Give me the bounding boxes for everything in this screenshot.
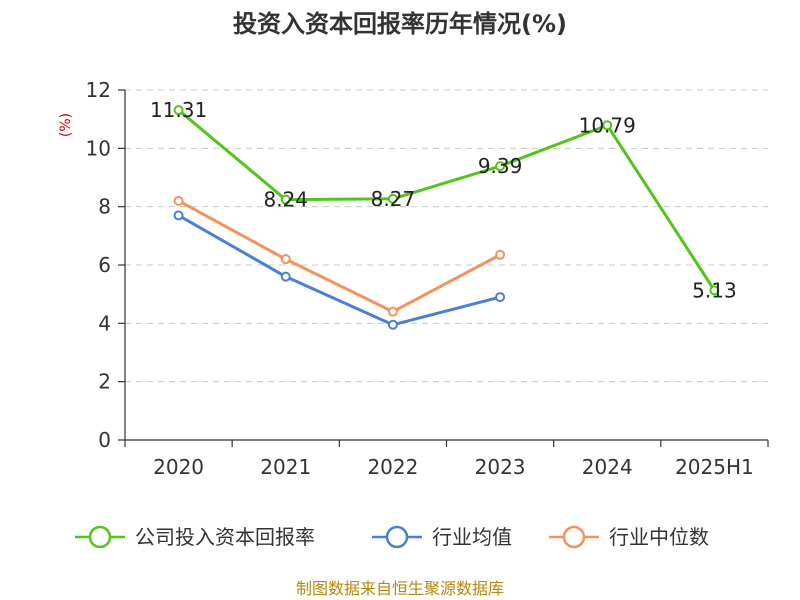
- x-tick-label: 2021: [260, 455, 311, 479]
- y-tick-label: 6: [98, 253, 111, 277]
- data-point: [280, 271, 291, 282]
- series-line: [177, 108, 716, 292]
- data-label: 9.39: [478, 154, 523, 178]
- grid: [125, 89, 768, 383]
- data-label: 10.79: [579, 113, 636, 137]
- y-tick-label: 10: [86, 136, 111, 160]
- data-label: 5.13: [692, 278, 737, 302]
- legend-label: 行业中位数: [609, 525, 709, 549]
- legend: 公司投入资本回报率 行业均值 行业中位数: [75, 525, 709, 549]
- x-tick-label: 2020: [153, 455, 204, 479]
- data-point: [173, 105, 184, 116]
- axes: 0 2 4 6 8 10 12 2020 2021 2022 2023 2024 2025H1: [86, 78, 769, 479]
- x-tick-label: 2022: [367, 455, 418, 479]
- legend-swatch-marker: [88, 525, 112, 549]
- y-tick-label: 8: [98, 195, 111, 219]
- data-point: [387, 319, 398, 330]
- data-label: 11.31: [150, 98, 207, 122]
- data-point: [495, 249, 506, 260]
- data-point: [280, 194, 291, 205]
- legend-label: 行业均值: [432, 525, 512, 549]
- x-tick-label: 2024: [582, 455, 633, 479]
- series-line: [177, 199, 501, 314]
- data-labels: 11.31 8.24 8.27 9.39 10.79 5.13: [150, 98, 737, 302]
- x-tick-label: 2023: [475, 455, 526, 479]
- data-point: [387, 193, 398, 204]
- data-point: [173, 210, 184, 221]
- data-point: [709, 285, 720, 296]
- chart-title: 投资入资本回报率历年情况(%): [233, 10, 567, 38]
- data-point: [602, 120, 613, 131]
- legend-swatch-marker: [385, 525, 409, 549]
- data-point: [387, 306, 398, 317]
- data-point: [173, 195, 184, 206]
- data-label: 8.24: [263, 188, 308, 212]
- legend-label: 公司投入资本回报率: [135, 525, 315, 549]
- data-point: [280, 254, 291, 265]
- data-point: [495, 161, 506, 172]
- x-tick-label: 2025H1: [675, 455, 754, 479]
- series-lines: [173, 105, 720, 330]
- y-axis-unit-label: (%): [58, 113, 74, 137]
- series-line: [177, 214, 501, 327]
- legend-swatch-marker: [562, 525, 586, 549]
- data-label: 8.27: [371, 187, 416, 211]
- y-tick-label: 2: [98, 370, 111, 394]
- y-tick-label: 4: [98, 311, 111, 335]
- y-tick-label: 12: [86, 78, 111, 102]
- y-tick-label: 0: [98, 428, 111, 452]
- source-note: 制图数据来自恒生聚源数据库: [296, 579, 504, 598]
- data-point: [495, 292, 506, 303]
